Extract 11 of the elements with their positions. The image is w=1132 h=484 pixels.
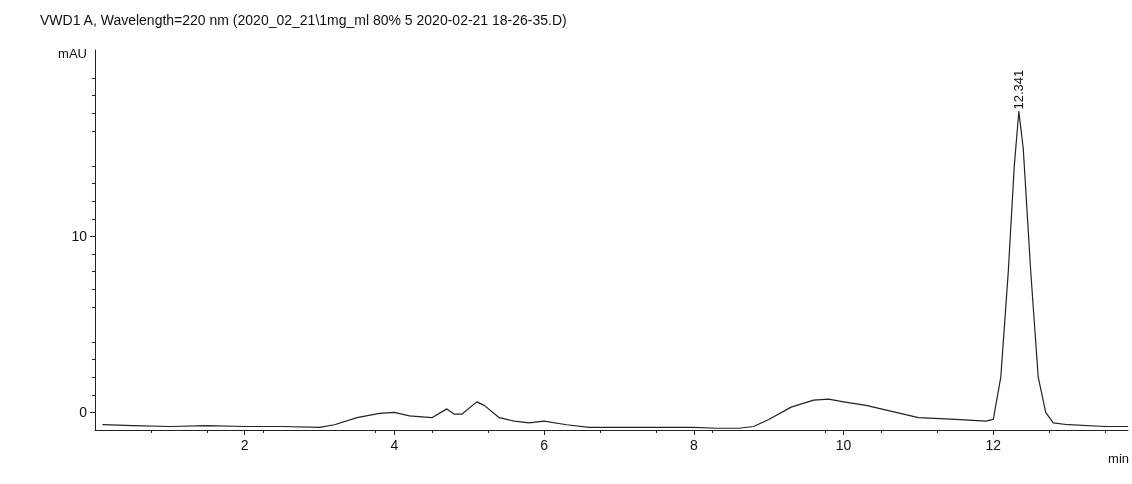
x-tick-label: 2 [240, 437, 249, 453]
x-tick-label: 10 [835, 437, 852, 453]
x-tick-label: 6 [540, 437, 549, 453]
chart-title: VWD1 A, Wavelength=220 nm (2020_02_21\1mg_ml 80% 5 2020-02-21 18-26-35.D) [40, 12, 567, 28]
y-tick-label: 0 [79, 404, 88, 421]
x-tick-label: 4 [390, 437, 399, 453]
x-tick-label: 8 [689, 437, 698, 453]
x-tick-label: 12 [985, 437, 1002, 453]
y-axis-title: mAU [58, 46, 87, 61]
annotation: 12.341 [1011, 69, 1027, 110]
x-axis-title: min [1108, 451, 1130, 466]
